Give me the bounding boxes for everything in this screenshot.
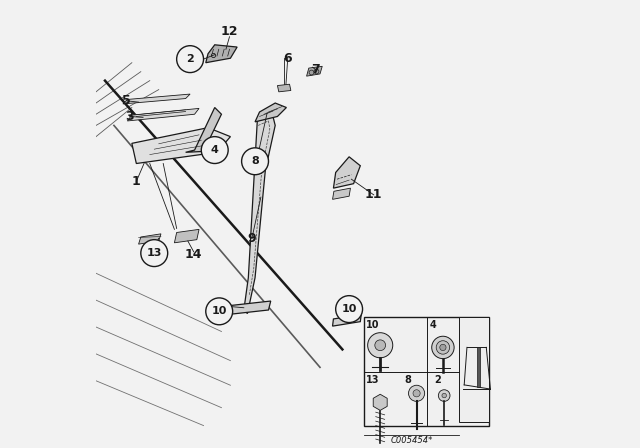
Polygon shape bbox=[175, 229, 199, 243]
Polygon shape bbox=[278, 84, 291, 92]
Text: 10: 10 bbox=[211, 306, 227, 316]
Circle shape bbox=[408, 385, 425, 401]
Text: 4: 4 bbox=[211, 145, 219, 155]
Polygon shape bbox=[244, 116, 275, 314]
Text: 13: 13 bbox=[147, 248, 162, 258]
Bar bbox=[364, 317, 490, 426]
Text: 10: 10 bbox=[341, 304, 357, 314]
Polygon shape bbox=[123, 94, 190, 104]
Polygon shape bbox=[333, 314, 361, 326]
Polygon shape bbox=[333, 157, 360, 188]
Text: 6: 6 bbox=[284, 52, 292, 65]
Text: 5: 5 bbox=[122, 94, 131, 107]
Polygon shape bbox=[373, 394, 387, 410]
Text: 14: 14 bbox=[185, 248, 202, 261]
Circle shape bbox=[442, 393, 447, 398]
Text: 2: 2 bbox=[434, 375, 441, 385]
Text: C005454*: C005454* bbox=[390, 436, 433, 445]
Text: 8: 8 bbox=[404, 375, 411, 385]
Text: 12: 12 bbox=[221, 25, 238, 38]
Polygon shape bbox=[139, 234, 161, 244]
Circle shape bbox=[436, 341, 450, 354]
Circle shape bbox=[440, 345, 446, 351]
Circle shape bbox=[177, 46, 204, 73]
Bar bbox=[460, 317, 490, 422]
Text: 11: 11 bbox=[365, 188, 383, 201]
Circle shape bbox=[335, 296, 362, 323]
Polygon shape bbox=[127, 108, 199, 121]
Text: 3: 3 bbox=[125, 110, 134, 123]
Circle shape bbox=[432, 336, 454, 359]
Circle shape bbox=[202, 137, 228, 164]
Polygon shape bbox=[132, 128, 230, 164]
Text: 4: 4 bbox=[429, 320, 436, 331]
Polygon shape bbox=[206, 45, 237, 63]
Circle shape bbox=[413, 390, 420, 397]
Circle shape bbox=[438, 390, 450, 401]
Circle shape bbox=[141, 240, 168, 267]
Text: 8: 8 bbox=[251, 156, 259, 166]
Circle shape bbox=[367, 333, 393, 358]
Text: 10: 10 bbox=[367, 320, 380, 331]
Circle shape bbox=[206, 298, 233, 325]
Polygon shape bbox=[477, 347, 480, 387]
Circle shape bbox=[242, 148, 269, 175]
Polygon shape bbox=[255, 103, 287, 122]
Text: 13: 13 bbox=[367, 375, 380, 385]
Text: 7: 7 bbox=[311, 63, 320, 76]
Polygon shape bbox=[307, 66, 322, 76]
Text: 1: 1 bbox=[132, 175, 141, 188]
Polygon shape bbox=[186, 108, 221, 152]
Circle shape bbox=[375, 340, 385, 351]
Polygon shape bbox=[333, 188, 351, 199]
Text: 2: 2 bbox=[186, 54, 194, 64]
Polygon shape bbox=[228, 301, 271, 314]
Text: 9: 9 bbox=[248, 232, 256, 245]
